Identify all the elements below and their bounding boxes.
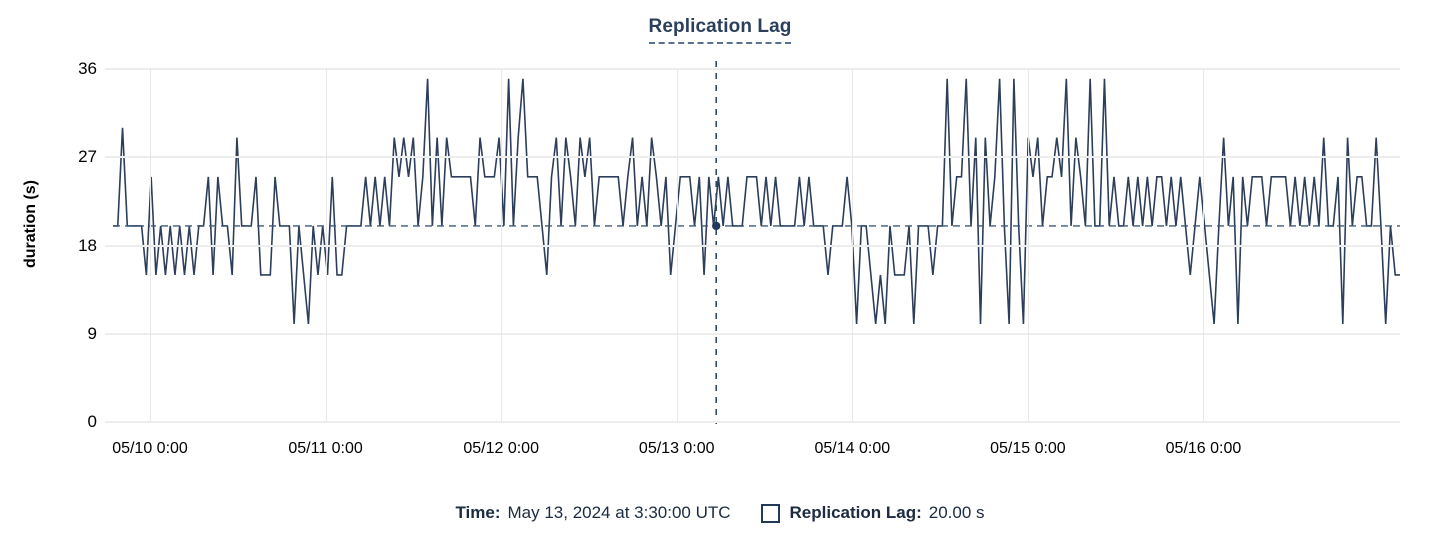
gridline-horizontal (105, 244, 1400, 247)
square-outline-icon[interactable] (760, 503, 780, 523)
gridline-vertical (501, 69, 503, 422)
gridline-horizontal (105, 156, 1400, 159)
gridline-horizontal (105, 332, 1400, 335)
x-tick-label: 05/11 0:00 (288, 440, 363, 457)
y-tick-label: 9 (87, 323, 97, 343)
gridline-vertical (150, 69, 151, 422)
series-line-replication-lag (113, 78, 1400, 325)
y-tick-label: 27 (78, 147, 97, 167)
footer-time-label: Time: (455, 503, 501, 522)
x-tick-label: 05/10 0:00 (112, 440, 188, 457)
gridline-horizontal (105, 68, 1400, 70)
gridline-horizontal (105, 421, 1400, 423)
y-tick-label: 18 (78, 235, 97, 255)
plot-area (105, 61, 1400, 424)
series-canvas (113, 61, 1400, 424)
chart-footer: Time: May 13, 2024 at 3:30:00 UTC Replic… (0, 503, 1440, 523)
footer-time-value: May 13, 2024 at 3:30:00 UTC (507, 503, 731, 522)
gridline-vertical (1203, 69, 1205, 422)
gridline-vertical (325, 69, 327, 422)
x-tick-label: 05/13 0:00 (638, 440, 715, 457)
crosshair-marker-dot[interactable] (712, 221, 721, 231)
x-tick-label: 05/12 0:00 (463, 440, 539, 457)
y-tick-label: 0 (87, 412, 97, 431)
x-tick-label: 05/14 0:00 (814, 440, 891, 457)
footer-series[interactable]: Replication Lag: 20.00 s (760, 503, 985, 523)
x-tick-label: 05/16 0:00 (1165, 440, 1242, 457)
chart-title: Replication Lag (0, 16, 1440, 44)
footer-time: Time: May 13, 2024 at 3:30:00 UTC (455, 503, 730, 523)
chart-title-text: Replication Lag (648, 16, 792, 44)
y-axis-ticks: 0 9 18 27 36 (35, 59, 97, 431)
footer-series-label: Replication Lag: (789, 503, 922, 522)
x-axis-ticks: 05/10 0:00 05/11 0:00 05/12 0:00 05/13 0:00… (112, 440, 1400, 462)
gridline-vertical (676, 69, 678, 422)
footer-series-value: 20.00 s (928, 503, 985, 522)
y-tick-label: 36 (78, 59, 97, 78)
gridline-vertical (1027, 69, 1029, 422)
x-tick-label: 05/15 0:00 (990, 440, 1066, 457)
gridline-vertical (852, 69, 854, 422)
